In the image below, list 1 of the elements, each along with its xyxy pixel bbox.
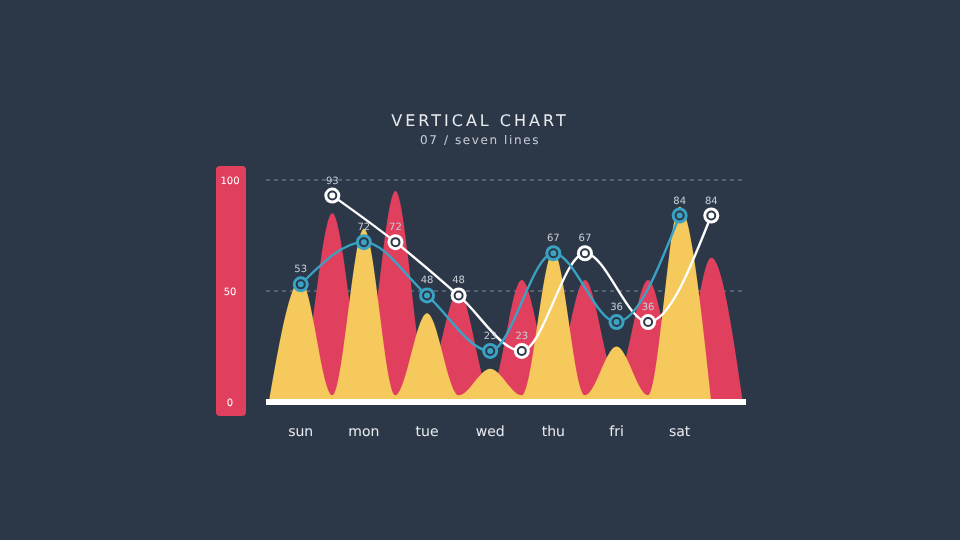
chart-title: VERTICAL CHART	[389, 112, 571, 130]
